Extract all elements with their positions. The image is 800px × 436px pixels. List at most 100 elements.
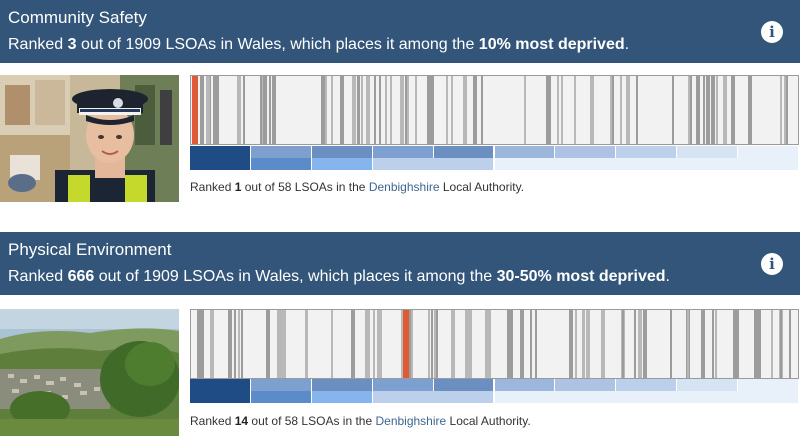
local-authority-link[interactable]: Denbighshire bbox=[368, 180, 440, 194]
decile-band-lower bbox=[372, 158, 495, 170]
lsoa-stripe bbox=[590, 76, 594, 144]
lsoa-stripe bbox=[703, 76, 705, 144]
lsoa-stripe bbox=[357, 76, 359, 144]
lsoa-stripe bbox=[703, 310, 705, 378]
lsoa-stripe bbox=[427, 76, 429, 144]
lsoa-stripe bbox=[202, 76, 204, 144]
lsoa-stripe bbox=[361, 76, 363, 144]
lsoa-stripe bbox=[688, 76, 690, 144]
lsoa-stripe bbox=[757, 310, 761, 378]
deprivation-band: 30-50% most deprived bbox=[496, 268, 666, 285]
wales-rank-distribution-bar bbox=[190, 75, 799, 145]
local-authority-rank: Ranked 1 out of 58 LSOAs in the Denbighs… bbox=[190, 180, 525, 194]
lsoa-stripe bbox=[206, 76, 210, 144]
section-header: Community Safety Ranked 3 out of 1909 LS… bbox=[0, 0, 800, 63]
lsoa-stripe bbox=[507, 310, 509, 378]
decile-band-lower bbox=[311, 391, 373, 403]
local-authority-rank: Ranked 14 out of 58 LSOAs in the Denbigh… bbox=[190, 414, 531, 428]
lsoa-stripe bbox=[197, 310, 201, 378]
lsoa-stripe bbox=[473, 76, 477, 144]
lsoa-stripe bbox=[626, 76, 630, 144]
lsoa-stripe bbox=[701, 310, 703, 378]
lsoa-stripe bbox=[463, 76, 467, 144]
lsoa-stripe bbox=[487, 310, 491, 378]
lsoa-stripe bbox=[520, 310, 524, 378]
lsoa-stripe bbox=[411, 310, 413, 378]
valley-landscape-photo bbox=[0, 309, 179, 436]
lsoa-stripe bbox=[373, 310, 375, 378]
lsoa-stripe bbox=[557, 76, 559, 144]
decile-band-upper bbox=[190, 146, 251, 158]
decile-band-upper bbox=[433, 379, 495, 391]
lsoa-stripe bbox=[524, 76, 526, 144]
lsoa-stripe bbox=[405, 76, 407, 144]
decile-band-upper bbox=[555, 379, 617, 391]
lsoa-stripe bbox=[784, 76, 786, 144]
police-officer-photo bbox=[0, 75, 179, 202]
lsoa-stripe bbox=[241, 310, 243, 378]
info-icon[interactable]: i bbox=[761, 21, 783, 43]
lsoa-stripe bbox=[451, 76, 453, 144]
lsoa-stripe bbox=[780, 76, 782, 144]
lsoa-stripe bbox=[243, 76, 245, 144]
lsoa-stripe bbox=[306, 310, 308, 378]
lsoa-stripe bbox=[706, 76, 710, 144]
lsoa-stripe bbox=[282, 310, 284, 378]
wales-rank-distribution-bar bbox=[190, 309, 799, 379]
info-icon[interactable]: i bbox=[761, 253, 783, 275]
lsoa-stripe bbox=[731, 76, 735, 144]
lsoa-stripe bbox=[780, 310, 782, 378]
decile-band-upper bbox=[616, 146, 678, 158]
lsoa-stripe bbox=[723, 76, 727, 144]
decile-band-upper bbox=[555, 146, 617, 158]
lsoa-stripe bbox=[644, 310, 646, 378]
lsoa-stripe bbox=[754, 310, 758, 378]
rank-marker bbox=[192, 76, 198, 144]
lsoa-stripe bbox=[200, 310, 204, 378]
lsoa-stripe bbox=[546, 76, 550, 144]
lsoa-stripe bbox=[401, 310, 403, 378]
deprivation-decile-bands bbox=[190, 379, 799, 404]
lsoa-stripe bbox=[374, 76, 376, 144]
section-title: Community Safety bbox=[8, 8, 147, 27]
lsoa-stripe bbox=[272, 76, 276, 144]
decile-band-upper bbox=[311, 146, 373, 158]
lsoa-stripe bbox=[213, 76, 215, 144]
lsoa-stripe bbox=[237, 76, 241, 144]
lsoa-stripe bbox=[379, 76, 381, 144]
lsoa-stripe bbox=[278, 310, 282, 378]
lsoa-stripe bbox=[378, 310, 382, 378]
lsoa-stripe bbox=[228, 310, 232, 378]
lsoa-stripe bbox=[670, 310, 672, 378]
lsoa-stripe bbox=[263, 76, 267, 144]
lsoa-stripe bbox=[712, 310, 714, 378]
lsoa-stripe bbox=[358, 76, 360, 144]
lsoa-stripe bbox=[535, 310, 537, 378]
local-authority-link[interactable]: Denbighshire bbox=[375, 414, 447, 428]
lsoa-stripe bbox=[260, 76, 262, 144]
lsoa-stripe bbox=[390, 76, 392, 144]
lsoa-stripe bbox=[575, 310, 577, 378]
lsoa-stripe bbox=[634, 310, 636, 378]
lsoa-stripe bbox=[715, 310, 717, 378]
lsoa-stripe bbox=[215, 76, 219, 144]
decile-band-upper bbox=[372, 146, 434, 158]
lsoa-stripe bbox=[687, 310, 689, 378]
lsoa-stripe bbox=[427, 76, 431, 144]
lsoa-stripe bbox=[405, 76, 409, 144]
lsoa-stripe bbox=[428, 310, 430, 378]
lsoa-stripe bbox=[446, 76, 448, 144]
section-subtitle: Ranked 3 out of 1909 LSOAs in Wales, whi… bbox=[8, 36, 630, 53]
lsoa-stripe bbox=[509, 310, 513, 378]
lsoa-stripe bbox=[610, 76, 612, 144]
decile-band-lower bbox=[494, 391, 799, 403]
lsoa-stripe bbox=[748, 76, 752, 144]
lsoa-stripe bbox=[366, 76, 370, 144]
wales-rank: 666 bbox=[67, 268, 95, 285]
deprivation-band: 10% most deprived bbox=[478, 36, 625, 53]
decile-band-lower bbox=[494, 158, 799, 170]
lsoa-stripe bbox=[321, 76, 325, 144]
lsoa-stripe bbox=[786, 76, 788, 144]
deprivation-decile-bands bbox=[190, 146, 799, 171]
lsoa-stripe bbox=[331, 310, 333, 378]
